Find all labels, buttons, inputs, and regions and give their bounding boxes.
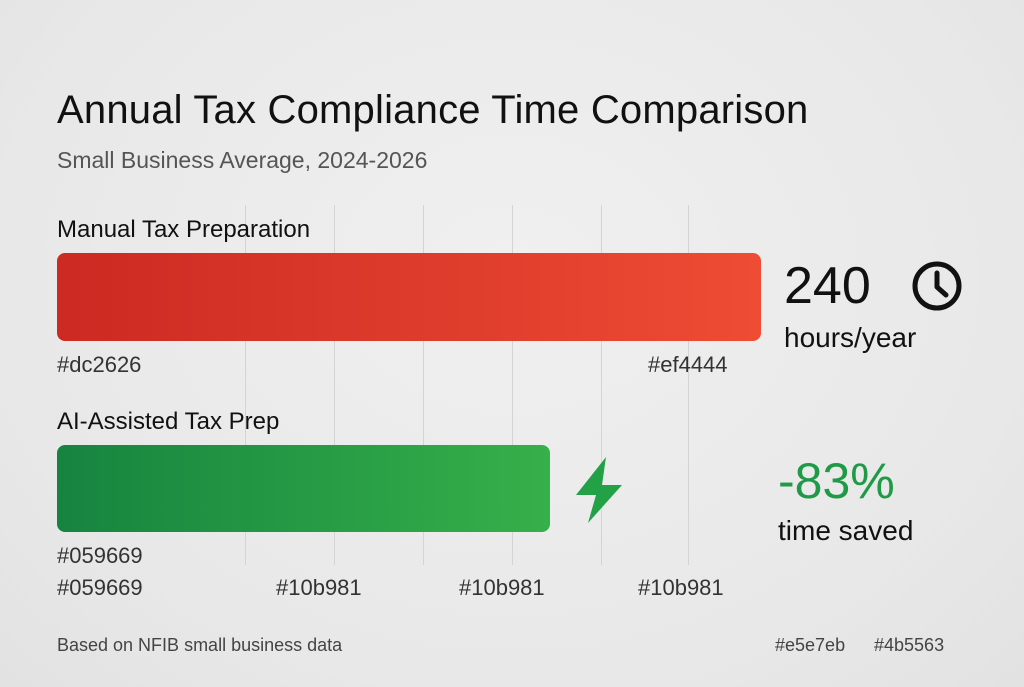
ai-hex-below: #059669 [57,543,143,568]
ai-hex-row-item: #10b981 [459,575,545,600]
manual-label: Manual Tax Preparation [57,216,311,243]
chart-title: Annual Tax Compliance Time Comparison [57,88,809,132]
savings-label: time saved [778,515,914,546]
gridline [423,205,424,565]
gridline [334,205,335,565]
manual-hours-unit: hours/year [784,322,917,353]
ai-hex-row-item: #10b981 [638,575,724,600]
footer-color-2: #4b5563 [874,635,945,655]
chart-subtitle: Small Business Average, 2024-2026 [57,147,428,173]
gridline [245,205,246,565]
gridline [688,205,689,565]
manual-bar [57,253,761,341]
gridline [512,205,513,565]
footer-color-1: #e5e7eb [775,635,846,655]
ai-hex-row-item: #059669 [57,575,143,600]
ai-hex-row-item: #10b981 [276,575,362,600]
gridline [601,205,602,565]
savings-percent: -83% [778,453,895,509]
lightning-icon [576,457,622,523]
ai-label: AI-Assisted Tax Prep [57,408,280,435]
manual-hours-value: 240 [784,257,871,315]
clock-icon [912,261,962,311]
manual-hex-right: #ef4444 [648,352,728,377]
footnote: Based on NFIB small business data [57,635,343,655]
ai-bar [57,445,550,532]
manual-hex-left: #dc2626 [57,352,142,377]
